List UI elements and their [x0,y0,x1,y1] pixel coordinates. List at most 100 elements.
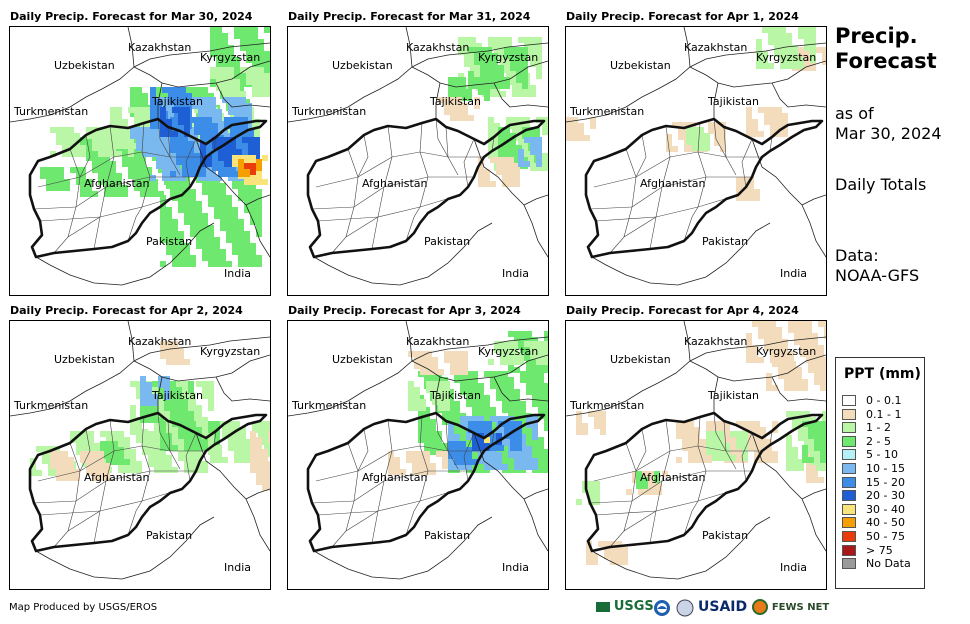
precip-cell [492,71,498,77]
precip-cell [792,51,798,57]
precip-cell [58,185,64,191]
precip-cell [168,109,174,115]
precip-cell [268,467,270,473]
precip-cell [184,445,190,451]
precip-cell [234,109,240,115]
precip-cell [510,427,516,433]
province-border [435,118,449,158]
precip-cell [172,183,178,189]
precip-cell [502,157,508,163]
precip-cell [76,167,82,173]
precip-cell [234,457,240,463]
precip-cell [176,405,182,411]
precip-cell [512,129,518,135]
precip-cell [170,417,176,423]
precip-cell [448,434,454,440]
precip-cell [476,43,482,49]
precip-cell [198,109,204,115]
precip-cell [252,91,258,97]
precip-cell [146,388,152,394]
precip-cell [478,163,484,169]
precip-cell [770,339,776,345]
precip-cell [736,421,742,427]
precip-cell [152,394,158,400]
precip-cell [208,249,214,255]
precip-cell [128,145,134,151]
precip-cell [122,155,128,161]
precip-cell [172,231,178,237]
precip-cell [154,151,160,157]
precip-cell [172,353,178,359]
precip-cell [206,129,212,135]
country-label-kazakhstan: Kazakhstan [684,335,748,348]
precip-cell [40,173,46,179]
precip-cell [128,173,134,179]
precip-cell [706,437,712,443]
precip-cell [170,393,176,399]
precip-cell [508,395,514,401]
precip-cell [172,107,178,113]
precip-cell [82,461,88,467]
precip-cell [208,255,214,261]
precip-cell [604,547,610,553]
precip-cell [464,85,470,91]
precip-cell [530,341,536,347]
precip-cell [142,127,148,133]
precip-cell [538,407,544,413]
precip-cell [130,449,136,455]
precip-cell [572,117,578,123]
precip-cell [192,145,198,151]
precip-cell [498,133,504,139]
precip-cell [480,59,486,65]
precip-cell [110,167,116,173]
precip-cell [220,249,226,255]
precip-cell [448,401,454,407]
precip-cell [530,61,536,67]
precip-cell [246,457,252,463]
country-border [245,488,270,500]
precip-cell [810,453,816,459]
precip-cell [672,122,678,128]
precip-cell [202,93,208,99]
precip-cell [162,163,168,169]
precip-cell [196,427,202,433]
precip-cell [524,37,530,43]
precip-cell [496,163,502,169]
precip-cell [802,379,808,385]
precip-cell [504,47,510,53]
precip-cell [248,129,254,135]
precip-cell [466,434,472,440]
precip-cell [512,85,518,91]
precip-cell [492,433,498,439]
precip-cell [420,363,426,369]
precip-cell [694,433,700,439]
precip-cell [496,464,502,470]
precip-cell [250,163,256,169]
main-title-line2: Forecast [835,49,937,73]
precip-cell [254,149,260,155]
precip-cell [212,123,218,129]
precip-cell [776,327,782,333]
precip-cell [678,128,684,134]
precip-cell [182,159,188,165]
precip-cell [490,157,496,163]
precip-cell [408,393,414,399]
precip-cell [676,421,682,427]
precip-cell [792,423,798,429]
precip-cell [412,469,418,475]
precip-cell [180,123,186,129]
precip-cell [820,445,826,451]
precip-cell [506,73,512,79]
country-border [683,321,691,362]
precip-cell [530,43,536,49]
country-border [435,376,441,413]
precip-cell [500,61,506,67]
precip-cell [524,153,530,159]
precip-cell [136,139,142,145]
precip-cell [248,143,254,149]
precip-cell [578,129,584,135]
precip-cell [712,443,718,449]
precip-cell [238,189,244,195]
precip-cell [490,425,496,431]
precip-cell [820,379,826,385]
